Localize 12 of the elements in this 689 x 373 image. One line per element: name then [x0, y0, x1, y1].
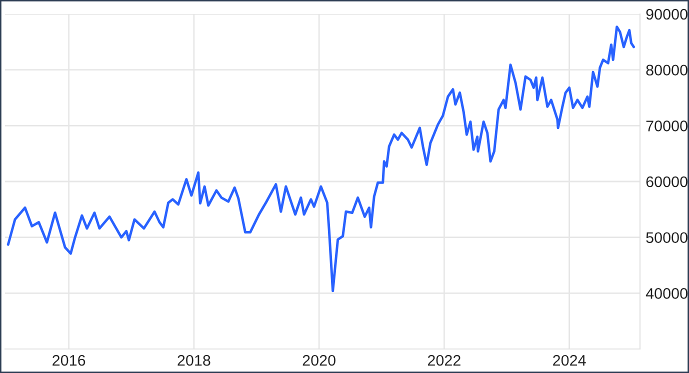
x-tick-label: 2024 [553, 354, 586, 366]
x-tick-label: 2016 [52, 354, 86, 366]
x-tick-label: 2018 [178, 354, 210, 366]
y-tick-label: 40000 [646, 288, 688, 299]
y-tick-label: 90000 [646, 8, 688, 20]
x-tick-label: 2022 [428, 354, 460, 366]
y-tick-label: 80000 [646, 64, 688, 76]
line-series [6, 26, 635, 292]
x-tick-label: 2020 [302, 354, 336, 366]
y-tick-label: 70000 [646, 120, 688, 132]
y-tick-label: 50000 [646, 232, 688, 244]
y-tick-label: 60000 [646, 176, 688, 188]
